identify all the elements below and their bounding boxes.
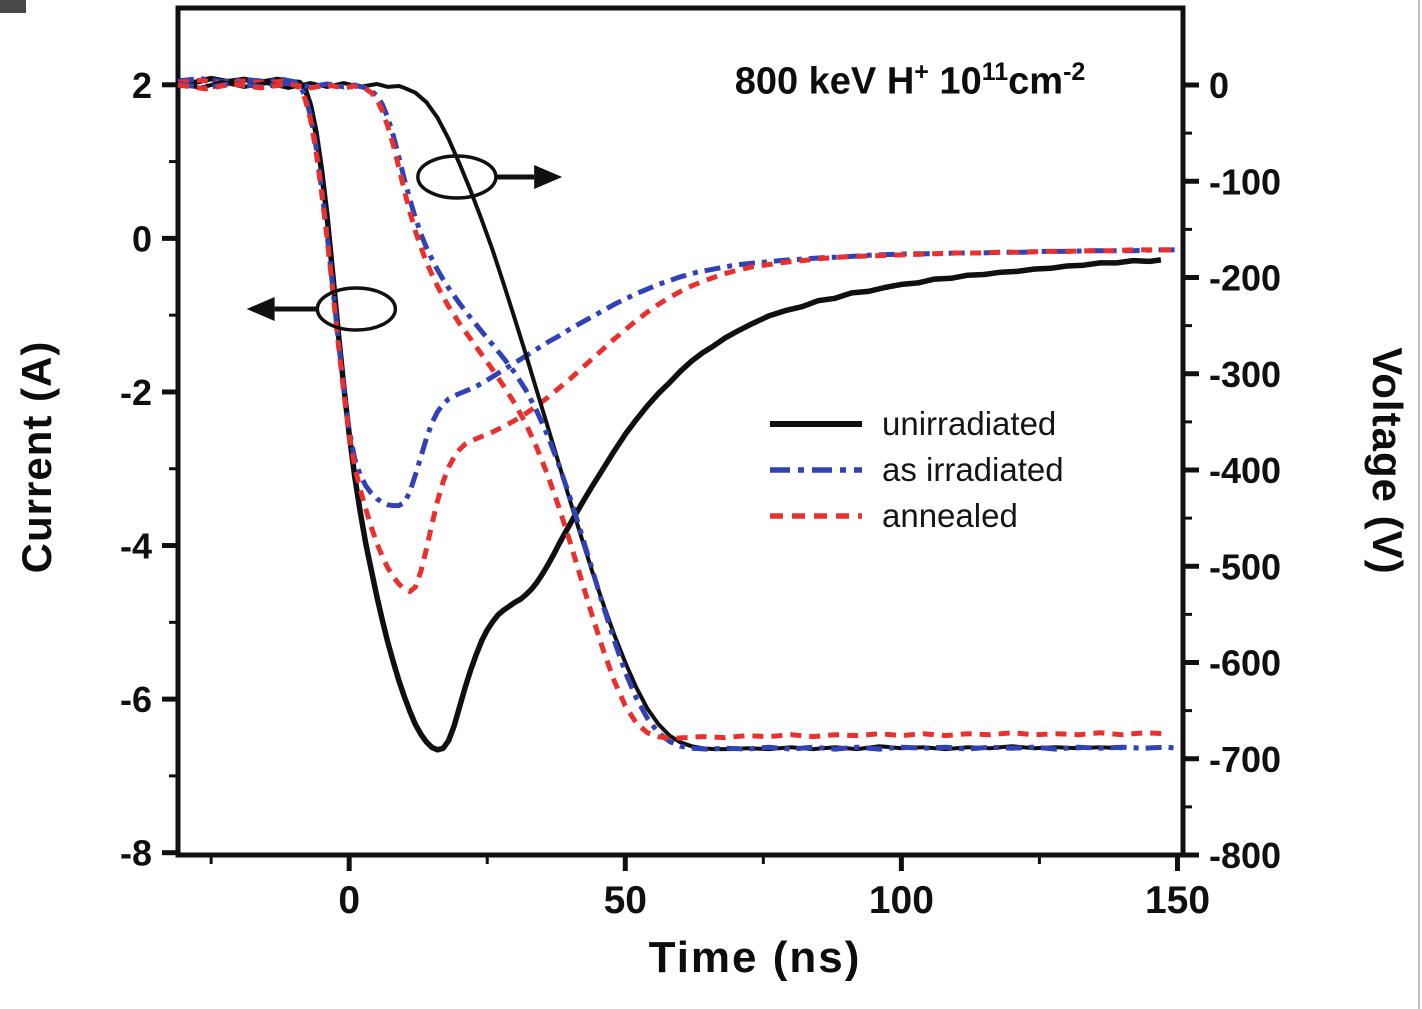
- x-tick-label: 150: [1145, 879, 1210, 922]
- y-left-axis-title: Current (A): [13, 340, 60, 574]
- axis-pointer-arrowhead: [246, 297, 275, 322]
- y-left-tick-label: -4: [120, 526, 152, 567]
- y-left-tick-label: -8: [120, 833, 152, 874]
- annotation-text: cm: [1008, 60, 1064, 103]
- plot-frame: [175, 5, 1186, 858]
- axis-pointer-ellipse: [315, 286, 398, 332]
- annotation-text: 10: [928, 60, 982, 103]
- y-right-tick-label: -100: [1209, 161, 1281, 202]
- x-tick-label: 50: [604, 879, 647, 922]
- current-annealed-curve: [177, 77, 1178, 595]
- legend-item-unirradiated: unirradiated: [768, 401, 1064, 447]
- y-left-tick-label: -2: [120, 372, 152, 413]
- legend: unirradiated as irradiated annealed: [768, 401, 1064, 539]
- legend-line-unirradiated: [770, 421, 862, 427]
- legend-label-as-irradiated: as irradiated: [882, 451, 1064, 488]
- x-axis-title: Time (ns): [648, 933, 862, 982]
- legend-line-as-irradiated: [770, 467, 862, 473]
- annotation-superscript: +: [914, 58, 929, 86]
- scan-artifact-corner: [0, 0, 26, 13]
- annotation-superscript: -2: [1063, 58, 1086, 86]
- scan-artifact-edge: [1418, 0, 1420, 1009]
- legend-label-unirradiated: unirradiated: [882, 405, 1057, 442]
- y-right-tick-label: -300: [1209, 354, 1281, 395]
- legend-line-annealed: [770, 513, 862, 519]
- y-right-tick-label: -200: [1209, 258, 1281, 299]
- annotation-text: 800 keV H: [734, 60, 915, 103]
- axis-pointer-arrowhead: [534, 164, 563, 189]
- legend-item-annealed: annealed: [768, 493, 1064, 539]
- annotation-superscript: 11: [981, 58, 1009, 86]
- y-left-tick-label: 0: [132, 218, 152, 259]
- y-right-axis-title: Voltage (V): [1364, 347, 1411, 575]
- y-right-tick-label: -600: [1209, 643, 1281, 684]
- y-right-tick-label: -500: [1209, 546, 1281, 587]
- legend-label-annealed: annealed: [882, 497, 1018, 534]
- y-right-tick-label: -700: [1209, 739, 1281, 780]
- axis-pointer-ellipse: [416, 154, 498, 200]
- y-right-tick-label: -800: [1209, 835, 1281, 876]
- y-right-tick-label: -400: [1209, 450, 1281, 491]
- x-tick-label: 100: [869, 879, 934, 922]
- x-tick-label: 0: [338, 879, 360, 922]
- beam-annotation: 800 keV H+ 1011cm-2: [660, 58, 1160, 104]
- y-right-tick-label: 0: [1209, 65, 1229, 106]
- y-left-tick-label: -6: [120, 679, 152, 720]
- legend-item-as-irradiated: as irradiated: [768, 447, 1064, 493]
- y-left-tick-label: 2: [132, 65, 152, 106]
